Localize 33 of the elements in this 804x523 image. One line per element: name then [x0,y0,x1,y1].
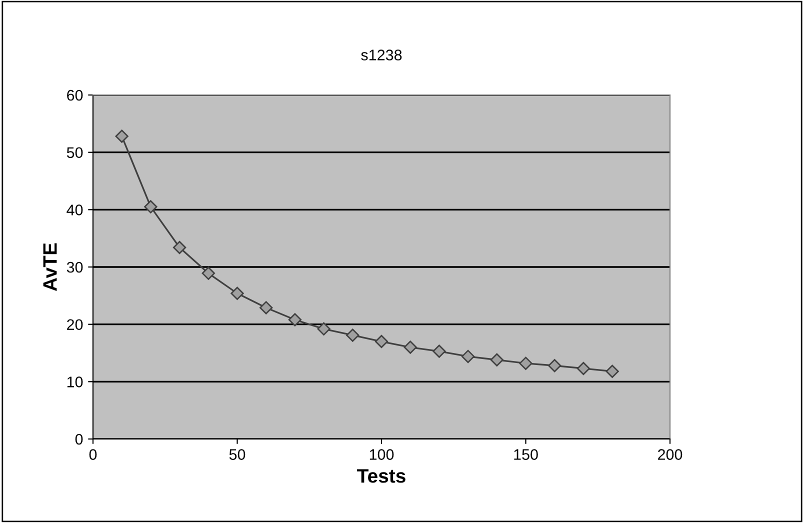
point [548,359,562,372]
chart-title: s1238 [361,50,402,60]
point [260,301,273,314]
point [230,286,244,300]
x-tick-label: 150 [514,449,538,460]
point [606,364,619,378]
y-tick-label: 0 [75,434,83,445]
point [346,328,360,342]
point [317,322,330,336]
y-axis-title: AvTE [43,243,57,292]
y-tick-label: 30 [66,262,83,273]
y-tick-label: 10 [67,376,83,388]
y-tick-label: 40 [66,204,83,216]
point [404,340,417,354]
point [115,130,128,143]
point [172,240,186,254]
x-tick-label: 50 [229,449,246,460]
x-tick-label: 0 [89,449,97,460]
point [490,353,504,366]
point [202,266,215,280]
y-tick-label: 50 [66,147,83,158]
x-tick-label: 200 [658,449,682,460]
x-axis-title: Tests [357,469,406,483]
x-tick-label: 100 [370,449,394,460]
point [374,334,388,348]
point [461,350,475,364]
y-tick-label: 60 [67,90,83,101]
y-tick-label: 20 [67,319,83,330]
point [519,356,532,370]
point [432,344,446,358]
point [144,200,158,214]
point [288,313,302,326]
point [576,362,590,376]
